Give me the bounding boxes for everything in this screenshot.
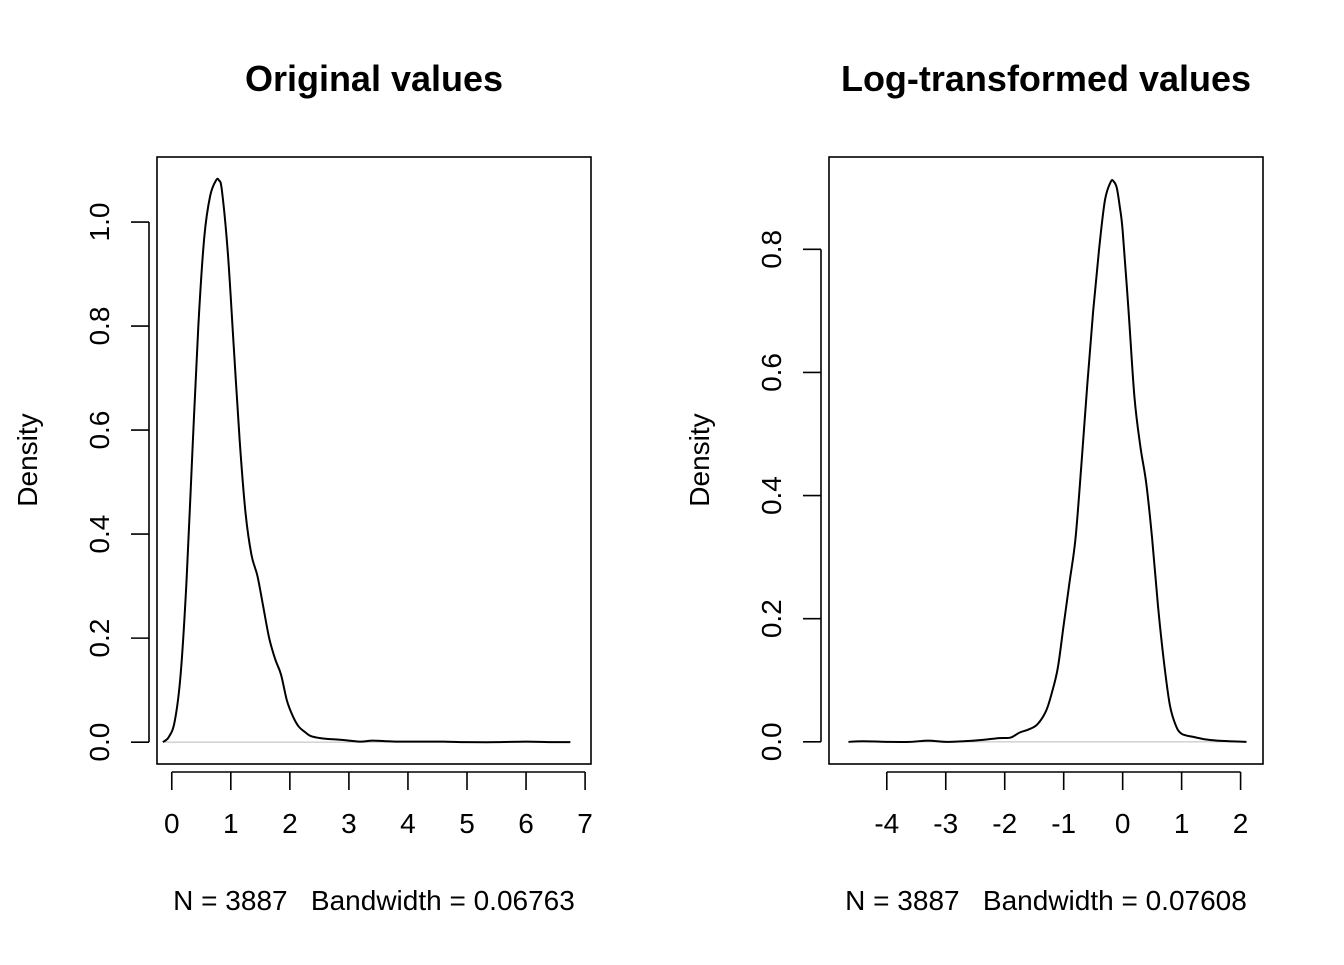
y-tick-label: 0.8 (756, 230, 787, 269)
x-tick-label: 2 (282, 808, 298, 839)
y-tick-label: 0.8 (84, 307, 115, 346)
plot-frame (828, 156, 1264, 765)
x-axis-label: N = 3887 Bandwidth = 0.06763 (173, 885, 575, 916)
x-tick-label: 6 (518, 808, 534, 839)
x-tick-label: 1 (223, 808, 239, 839)
y-tick-label: 0.2 (756, 599, 787, 638)
plot-frame (156, 156, 592, 765)
y-axis-label: Density (684, 413, 715, 506)
panel-title: Original values (245, 58, 503, 99)
x-tick-label: -2 (992, 808, 1017, 839)
y-tick-label: 0.6 (756, 353, 787, 392)
x-axis: 0 1 2 3 4 5 6 7 (164, 771, 593, 839)
y-tick-label: 0.0 (84, 723, 115, 762)
y-tick-label: 0.4 (756, 476, 787, 515)
x-tick-label: 5 (459, 808, 475, 839)
x-tick-label: 0 (1115, 808, 1131, 839)
x-tick-label: 7 (577, 808, 593, 839)
panel-title: Log-transformed values (841, 58, 1251, 99)
x-axis-label: N = 3887 Bandwidth = 0.07608 (845, 885, 1247, 916)
x-tick-label: 2 (1233, 808, 1249, 839)
x-axis: -4 -3 -2 -1 0 1 2 (874, 771, 1249, 839)
density-panel-original: Original values 0 1 2 3 4 5 6 7 0.0 0.2 0.4 0.6 0.8… (12, 58, 593, 916)
y-axis: 0.0 0.2 0.4 0.6 0.8 1.0 (84, 203, 150, 762)
y-tick-label: 0.6 (84, 411, 115, 450)
y-tick-label: 0.4 (84, 515, 115, 554)
density-curve (162, 177, 571, 744)
y-axis: 0.0 0.2 0.4 0.6 0.8 (756, 230, 822, 761)
x-tick-label: -3 (933, 808, 958, 839)
x-tick-label: 4 (400, 808, 416, 839)
y-tick-label: 0.0 (756, 722, 787, 761)
y-tick-label: 1.0 (84, 203, 115, 242)
density-curve (848, 179, 1247, 743)
x-tick-label: 1 (1174, 808, 1190, 839)
x-tick-label: -4 (874, 808, 899, 839)
density-panel-log: Log-transformed values -4 -3 -2 -1 0 1 2 0.00.… (684, 58, 1264, 916)
x-tick-label: 3 (341, 808, 357, 839)
x-tick-label: 0 (164, 808, 180, 839)
y-axis-label: Density (12, 413, 43, 506)
x-tick-label: -1 (1051, 808, 1076, 839)
y-tick-label: 0.2 (84, 619, 115, 658)
